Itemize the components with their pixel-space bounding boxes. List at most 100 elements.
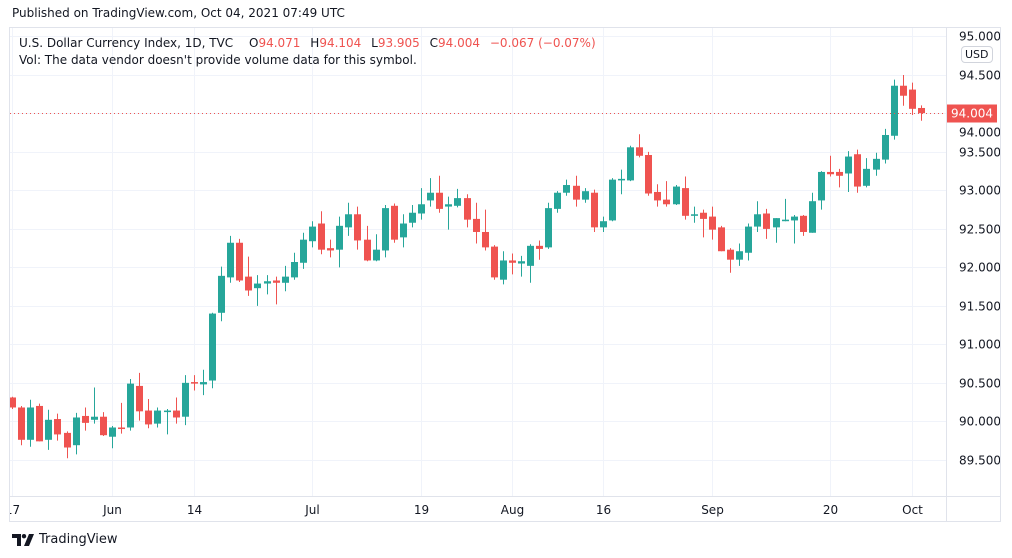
candle[interactable] xyxy=(18,405,25,446)
candle[interactable] xyxy=(827,155,834,177)
candle[interactable] xyxy=(136,372,143,421)
currency-badge[interactable]: USD xyxy=(961,46,993,63)
candle[interactable] xyxy=(818,171,825,210)
candle[interactable] xyxy=(727,248,734,273)
candle[interactable] xyxy=(391,203,398,243)
candle[interactable] xyxy=(800,215,807,236)
candle[interactable] xyxy=(318,211,325,255)
candle[interactable] xyxy=(754,201,761,232)
candle[interactable] xyxy=(373,234,380,262)
candle[interactable] xyxy=(691,206,698,223)
candle[interactable] xyxy=(854,149,861,193)
candle[interactable] xyxy=(573,175,580,207)
candle[interactable] xyxy=(627,145,634,182)
candle[interactable] xyxy=(863,158,870,188)
candle[interactable] xyxy=(673,185,680,206)
candle[interactable] xyxy=(609,178,616,222)
candle[interactable] xyxy=(191,375,198,391)
candle[interactable] xyxy=(782,198,789,222)
candle[interactable] xyxy=(45,409,52,450)
candle[interactable] xyxy=(636,134,643,158)
candle[interactable] xyxy=(254,275,261,306)
candle[interactable] xyxy=(909,82,916,115)
candle[interactable] xyxy=(127,379,134,431)
candle[interactable] xyxy=(73,412,80,455)
candle[interactable] xyxy=(291,252,298,280)
candle[interactable] xyxy=(500,251,507,285)
candle[interactable] xyxy=(554,191,561,213)
candle[interactable] xyxy=(27,399,34,447)
chart-pane[interactable]: 89.500 90.000 90.500 91.000 91.500 92.000 92.5… xyxy=(9,27,1001,522)
candle[interactable] xyxy=(663,181,670,207)
candle[interactable] xyxy=(164,409,171,435)
candle[interactable] xyxy=(809,192,816,233)
candle[interactable] xyxy=(109,425,116,449)
candle[interactable] xyxy=(700,209,707,238)
candle[interactable] xyxy=(182,375,189,426)
candle[interactable] xyxy=(836,168,843,188)
candle[interactable] xyxy=(445,196,452,230)
candle[interactable] xyxy=(327,239,334,258)
candle[interactable] xyxy=(709,206,716,240)
candle[interactable] xyxy=(309,221,316,248)
candle[interactable] xyxy=(218,266,225,322)
candle[interactable] xyxy=(773,218,780,243)
candle[interactable] xyxy=(436,175,443,213)
candle[interactable] xyxy=(345,202,352,236)
candle[interactable] xyxy=(645,151,652,196)
candle[interactable] xyxy=(900,74,907,106)
candle[interactable] xyxy=(718,225,725,252)
candle[interactable] xyxy=(618,169,625,195)
candle[interactable] xyxy=(118,402,125,434)
candle[interactable] xyxy=(100,412,107,436)
candle[interactable] xyxy=(454,188,461,208)
candle[interactable] xyxy=(518,255,525,277)
candle[interactable] xyxy=(527,244,534,283)
candle[interactable] xyxy=(491,245,498,280)
candle[interactable] xyxy=(873,152,880,176)
candle[interactable] xyxy=(236,238,243,283)
candle[interactable] xyxy=(54,413,61,441)
candle[interactable] xyxy=(409,205,416,228)
candle[interactable] xyxy=(418,188,425,220)
symbol-title[interactable]: U.S. Dollar Currency Index, 1D, TVC xyxy=(19,36,234,50)
candle[interactable] xyxy=(545,202,552,249)
candle[interactable] xyxy=(845,151,852,192)
candle[interactable] xyxy=(482,209,489,251)
candle[interactable] xyxy=(736,243,743,266)
candle[interactable] xyxy=(882,128,889,164)
candle[interactable] xyxy=(354,206,361,250)
candle[interactable] xyxy=(64,431,71,459)
candle[interactable] xyxy=(82,407,89,431)
candle[interactable] xyxy=(918,105,925,121)
candle[interactable] xyxy=(245,256,252,296)
candle[interactable] xyxy=(891,79,898,140)
candle[interactable] xyxy=(763,208,770,239)
candle[interactable] xyxy=(145,399,152,429)
candle[interactable] xyxy=(10,396,16,410)
candle[interactable] xyxy=(36,403,43,442)
candle[interactable] xyxy=(200,369,207,396)
candle[interactable] xyxy=(427,178,434,207)
candle[interactable] xyxy=(154,407,161,428)
candle[interactable] xyxy=(300,232,307,269)
candle[interactable] xyxy=(173,397,180,424)
candle[interactable] xyxy=(400,214,407,248)
candle[interactable] xyxy=(336,216,343,268)
candle[interactable] xyxy=(536,240,543,260)
candle[interactable] xyxy=(91,387,98,424)
footer-brand[interactable]: TradingView xyxy=(12,532,118,547)
candle[interactable] xyxy=(364,225,371,262)
candle[interactable] xyxy=(591,189,598,232)
candlestick-chart[interactable]: 89.500 90.000 90.500 91.000 91.500 92.000 92.5… xyxy=(10,28,1001,522)
candle[interactable] xyxy=(600,216,607,232)
candle[interactable] xyxy=(582,188,589,203)
candle[interactable] xyxy=(264,275,271,295)
candle[interactable] xyxy=(509,253,516,275)
candle[interactable] xyxy=(227,235,234,283)
candle[interactable] xyxy=(654,184,661,207)
candle[interactable] xyxy=(382,205,389,258)
candle[interactable] xyxy=(563,179,570,196)
candle[interactable] xyxy=(273,276,280,305)
candle[interactable] xyxy=(682,176,689,220)
